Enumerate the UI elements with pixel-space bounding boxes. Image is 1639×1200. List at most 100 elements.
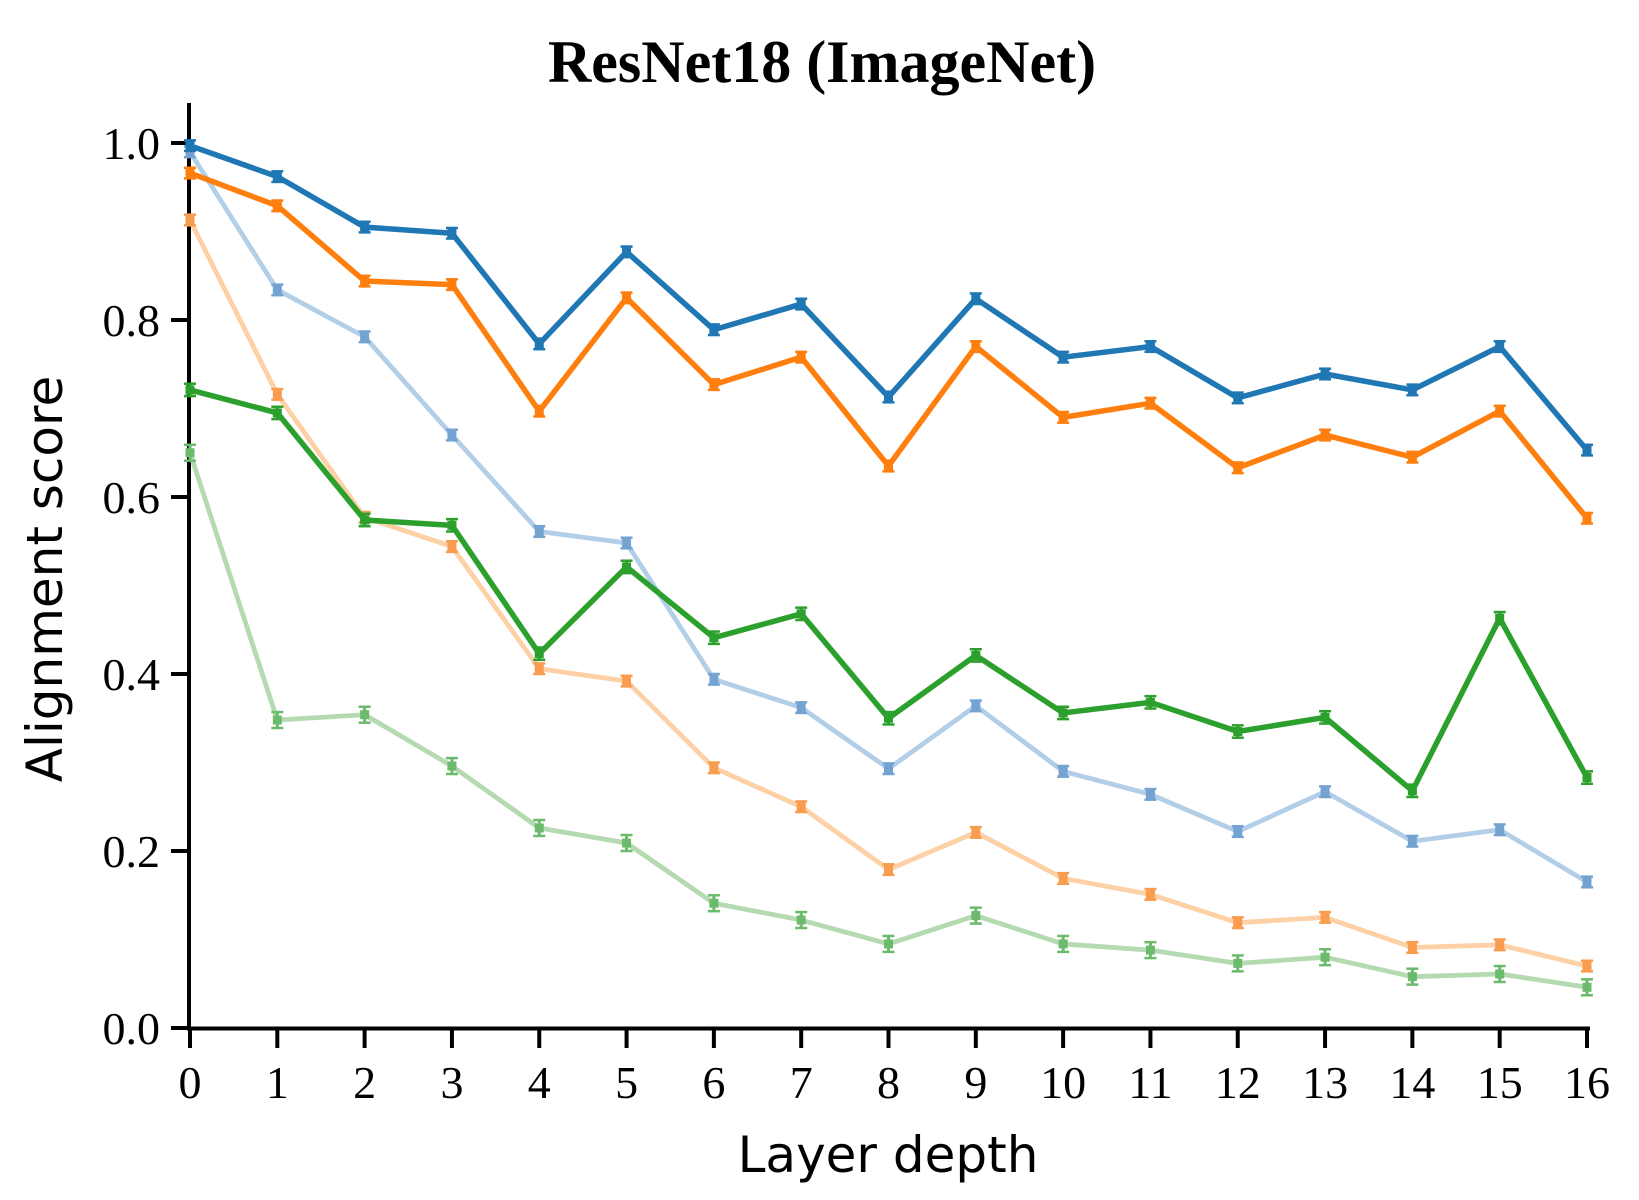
series-dark-green <box>184 382 1593 799</box>
data-point <box>971 701 981 711</box>
data-point <box>447 228 457 238</box>
data-point <box>1058 766 1068 776</box>
data-point <box>1233 827 1243 837</box>
data-point <box>1407 942 1417 952</box>
x-tick-label: 5 <box>615 1057 638 1108</box>
data-point <box>884 764 893 774</box>
data-point <box>1582 877 1592 887</box>
series-light-blue <box>184 145 1593 889</box>
data-point <box>1320 430 1330 440</box>
data-point <box>1407 786 1417 796</box>
data-point <box>1320 787 1330 797</box>
data-point <box>1145 342 1155 352</box>
data-point <box>1058 412 1068 422</box>
data-point <box>534 339 544 349</box>
data-point <box>534 406 544 416</box>
x-tick-label: 10 <box>1040 1057 1086 1108</box>
data-point <box>1495 342 1505 352</box>
data-point <box>884 461 893 471</box>
data-point <box>971 827 981 837</box>
data-point <box>709 325 719 335</box>
series-light-orange-line <box>187 217 1590 969</box>
data-point <box>1233 463 1243 473</box>
data-point <box>360 276 370 286</box>
data-point <box>796 915 806 925</box>
x-tick-label: 3 <box>440 1057 463 1108</box>
data-point <box>360 710 370 720</box>
x-tick-label: 6 <box>702 1057 725 1108</box>
data-point <box>1407 452 1417 462</box>
data-point <box>796 609 806 619</box>
data-point <box>709 763 719 773</box>
data-point <box>1495 613 1505 623</box>
data-point <box>447 761 457 771</box>
chart-title: ResNet18 (ImageNet) <box>548 29 1096 95</box>
data-point <box>534 823 544 833</box>
data-point <box>796 352 806 362</box>
data-point <box>884 392 893 402</box>
data-point <box>622 538 632 548</box>
data-point <box>1582 773 1592 783</box>
data-point <box>622 676 632 686</box>
data-point <box>185 168 195 178</box>
data-point <box>272 389 282 399</box>
x-axis-label: Layer depth <box>738 1126 1039 1184</box>
data-point <box>1320 369 1330 379</box>
x-tick-label: 2 <box>353 1057 376 1108</box>
data-point <box>1233 918 1243 928</box>
data-point <box>709 633 719 643</box>
data-point <box>1582 445 1592 455</box>
y-axis-label: Alignment score <box>16 376 74 782</box>
y-tick-label: 0.4 <box>103 649 161 700</box>
data-point <box>360 515 370 525</box>
data-point <box>1407 972 1417 982</box>
data-point <box>622 247 632 257</box>
data-point <box>272 172 282 182</box>
data-point <box>1233 727 1243 737</box>
data-point <box>622 838 632 848</box>
data-point <box>1058 352 1068 362</box>
x-tick-label: 16 <box>1564 1057 1610 1108</box>
y-tick-label: 0.0 <box>103 1003 161 1054</box>
data-point <box>185 215 195 225</box>
data-point <box>1407 385 1417 395</box>
data-point <box>1320 912 1330 922</box>
data-point <box>272 715 282 725</box>
y-tick-label: 0.8 <box>103 295 161 346</box>
series-layer <box>184 139 1593 997</box>
data-point <box>1145 889 1155 899</box>
data-point <box>1058 873 1068 883</box>
data-point <box>1058 708 1068 718</box>
data-point <box>971 650 981 660</box>
data-point <box>185 448 195 458</box>
data-point <box>1495 406 1505 416</box>
series-light-green <box>184 443 1593 997</box>
data-point <box>971 294 981 304</box>
data-point <box>796 299 806 309</box>
data-point <box>1233 958 1243 968</box>
data-point <box>709 674 719 684</box>
data-point <box>272 408 282 418</box>
data-point <box>272 201 282 211</box>
data-point <box>884 865 893 875</box>
data-point <box>709 380 719 390</box>
data-point <box>1233 393 1243 403</box>
x-tick-label: 4 <box>528 1057 551 1108</box>
data-point <box>1145 945 1155 955</box>
data-point <box>1320 712 1330 722</box>
series-light-orange <box>184 213 1593 973</box>
data-point <box>796 703 806 713</box>
data-point <box>185 141 195 151</box>
axes-layer: 0 1 2 3 4 5 6 7 8 9 10 11 12 13 14 15 160.00.20.40.60.81… <box>103 103 1610 1108</box>
series-dark-blue <box>184 139 1593 457</box>
data-point <box>447 430 457 440</box>
x-tick-label: 11 <box>1128 1057 1172 1108</box>
data-point <box>971 911 981 921</box>
data-point <box>447 520 457 530</box>
data-point <box>360 332 370 342</box>
data-point <box>1582 513 1592 523</box>
data-point <box>272 285 282 295</box>
data-point <box>1058 939 1068 949</box>
